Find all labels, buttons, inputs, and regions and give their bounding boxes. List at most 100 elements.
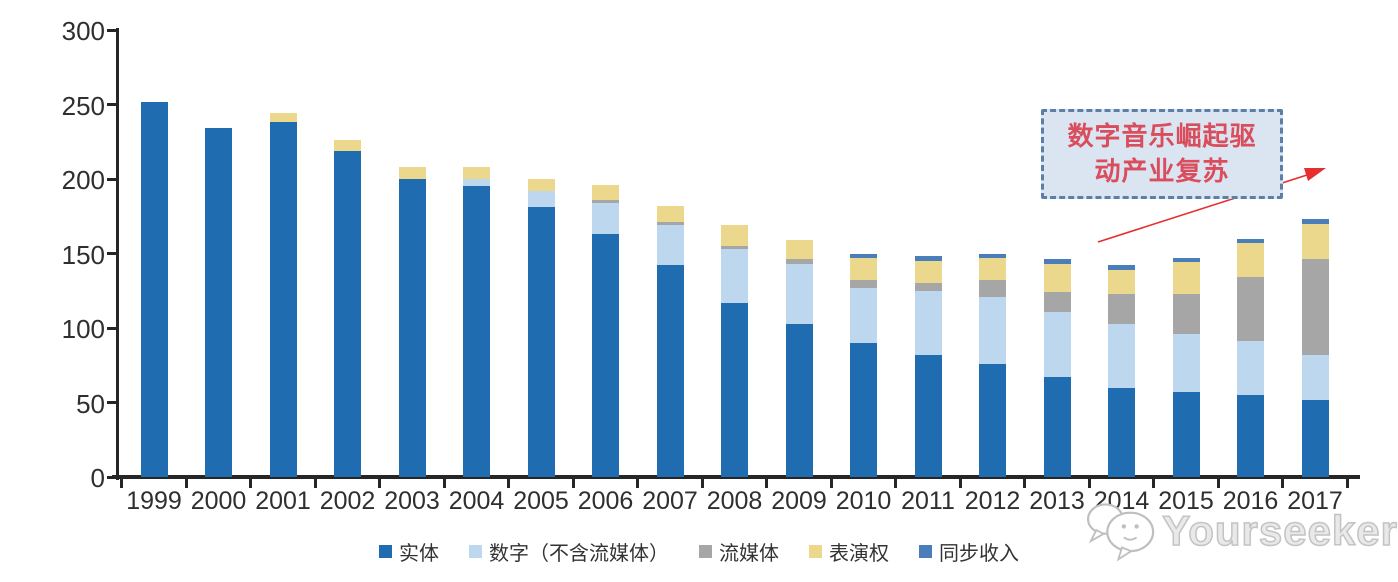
- y-axis-tick-label: 150: [61, 239, 105, 270]
- bar-segment-2007-表演权: [656, 205, 684, 223]
- bar-segment-2006-流媒体: [592, 199, 619, 203]
- x-axis-tick: [1281, 479, 1285, 488]
- bar-segment-2008-实体: [721, 302, 748, 477]
- bar-segment-2017-流媒体: [1301, 259, 1329, 355]
- legend-swatch-icon: [379, 545, 392, 558]
- x-axis-label-2001: 2001: [255, 487, 311, 515]
- legend-swatch-icon: [809, 545, 822, 558]
- legend: 实体 数字（不含流媒体） 流媒体 表演权 同步收入: [0, 537, 1398, 566]
- x-axis-label-2000: 2000: [190, 487, 247, 515]
- bar-segment-2016-同步收入: [1237, 238, 1264, 244]
- x-axis-tick: [378, 479, 382, 488]
- x-axis-tick: [636, 479, 640, 488]
- bar-segment-2014-流媒体: [1108, 293, 1135, 324]
- x-axis-tick: [571, 479, 575, 488]
- annotation-line2: 动产业复苏: [1094, 156, 1230, 186]
- y-axis-tick: [107, 177, 116, 181]
- x-axis-tick: [249, 479, 253, 488]
- bar-segment-2015-实体: [1172, 392, 1200, 477]
- bar-segment-2011-表演权: [914, 260, 942, 284]
- bar-segment-2011-同步收入: [914, 256, 942, 261]
- legend-swatch-icon: [699, 545, 712, 558]
- x-axis-label-1999: 1999: [126, 487, 182, 515]
- y-axis-tick-label: 200: [61, 165, 105, 195]
- bar-segment-2001-表演权: [269, 113, 297, 123]
- bar-segment-2003-实体: [398, 179, 426, 477]
- bar-segment-2014-同步收入: [1108, 265, 1135, 270]
- x-axis-label-2004: 2004: [448, 487, 505, 515]
- bar-segment-2006-实体: [592, 234, 619, 477]
- bar-segment-2013-实体: [1043, 377, 1071, 477]
- bar-segment-2011-流媒体: [914, 283, 942, 291]
- bar-segment-2013-流媒体: [1043, 292, 1071, 312]
- legend-label: 数字（不含流媒体）: [489, 543, 669, 565]
- x-axis-tick: [1152, 479, 1156, 488]
- x-axis-tick: [1345, 479, 1349, 488]
- bar-segment-2009-流媒体: [785, 259, 813, 264]
- x-axis-label-2017: 2017: [1287, 487, 1343, 515]
- x-axis-label-2003: 2003: [384, 487, 440, 515]
- bar-segment-1999-实体: [140, 101, 168, 477]
- legend-item: 数字（不含流媒体）: [469, 537, 669, 566]
- x-axis-tick: [184, 479, 188, 488]
- y-axis-tick: [107, 103, 116, 106]
- bar-segment-2012-表演权: [979, 257, 1006, 281]
- x-axis-label-2009: 2009: [771, 487, 827, 515]
- bar-segment-2017-数字（不含流媒体）: [1301, 354, 1329, 400]
- bar-segment-2013-数字（不含流媒体）: [1043, 311, 1071, 378]
- x-axis-tick: [958, 479, 962, 488]
- legend-item: 同步收入: [919, 537, 1019, 566]
- annotation-line1: 数字音乐崛起驱: [1067, 120, 1257, 151]
- y-axis-tick: [107, 28, 116, 32]
- bar-segment-2002-表演权: [334, 140, 361, 151]
- y-axis-tick-label: 50: [76, 388, 105, 419]
- bar-segment-2016-表演权: [1237, 243, 1264, 278]
- bar-segment-2006-数字（不含流媒体）: [592, 202, 619, 235]
- bar-segment-2003-表演权: [398, 167, 426, 179]
- x-axis-label-2010: 2010: [835, 487, 892, 515]
- bar-segment-2004-数字（不含流媒体）: [463, 179, 490, 187]
- bar-segment-2009-数字（不含流媒体）: [785, 263, 813, 324]
- legend-item: 实体: [379, 537, 439, 566]
- bar-segment-2008-数字（不含流媒体）: [721, 249, 748, 303]
- x-axis-tick: [313, 479, 317, 488]
- bar-segment-2013-同步收入: [1043, 259, 1071, 264]
- y-axis-line: [116, 28, 119, 480]
- x-axis-tick: [120, 479, 124, 488]
- x-axis-tick: [1087, 479, 1091, 488]
- x-axis-label-2011: 2011: [901, 487, 955, 515]
- y-axis-tick: [107, 326, 116, 330]
- bar-segment-2008-流媒体: [721, 246, 748, 250]
- x-axis-label-2013: 2013: [1029, 487, 1085, 515]
- bar-segment-2017-表演权: [1301, 223, 1329, 260]
- bar-segment-2016-数字（不含流媒体）: [1237, 341, 1264, 396]
- bar-segment-2011-实体: [914, 354, 942, 477]
- bar-segment-2015-同步收入: [1172, 257, 1200, 263]
- y-axis-tick: [107, 475, 116, 479]
- bar-segment-2009-实体: [785, 323, 813, 477]
- bar-segment-2007-流媒体: [656, 222, 684, 226]
- bar-segment-2010-同步收入: [850, 253, 877, 258]
- bar-segment-2014-数字（不含流媒体）: [1108, 323, 1135, 388]
- bar-segment-2016-流媒体: [1237, 277, 1264, 342]
- bar-segment-2011-数字（不含流媒体）: [914, 290, 942, 355]
- bar-segment-2008-表演权: [721, 225, 748, 247]
- legend-label: 实体: [399, 543, 439, 565]
- bar-segment-2014-表演权: [1108, 269, 1135, 294]
- yourseeker-logo-icon: [1086, 503, 1155, 562]
- bar-segment-2012-数字（不含流媒体）: [979, 296, 1006, 364]
- annotation-box: 数字音乐崛起驱 动产业复苏: [1041, 109, 1283, 199]
- legend-label: 同步收入: [939, 543, 1019, 565]
- bar-segment-2014-实体: [1108, 387, 1135, 477]
- bar-segment-2010-流媒体: [850, 280, 877, 288]
- y-axis-tick-label: 100: [61, 314, 105, 344]
- legend-swatch-icon: [919, 545, 932, 558]
- x-axis-label-2016: 2016: [1222, 487, 1279, 515]
- y-axis-tick: [107, 252, 116, 255]
- bar-segment-2010-数字（不含流媒体）: [850, 287, 877, 343]
- legend-item: 表演权: [809, 537, 889, 566]
- y-axis-tick-label: 0: [90, 463, 105, 493]
- bar-segment-2012-实体: [979, 363, 1006, 477]
- x-axis-tick: [700, 479, 704, 488]
- y-axis-tick: [107, 401, 116, 404]
